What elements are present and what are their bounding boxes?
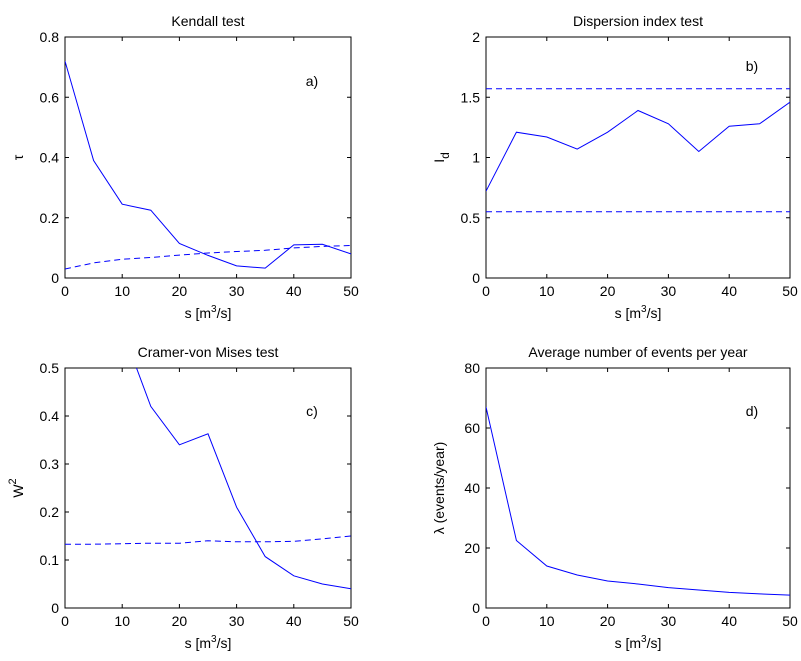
series-line-dashed: [65, 535, 351, 545]
y-tick-label: 1: [472, 150, 480, 166]
y-tick-label: 0.4: [40, 150, 60, 166]
panel-3: 0 10 20 30 40 50 0 20 40 60 80 Average number of ev…: [431, 344, 798, 651]
x-tick-label: 50: [343, 283, 359, 299]
x-tick-label: 50: [782, 613, 798, 629]
panel-annotation: b): [746, 58, 758, 74]
y-tick-label: 0.5: [40, 360, 60, 376]
panel-0: 0 10 20 30 40 50 0 0.2 0.4 0.6 0.8 Kendall test s [m…: [10, 13, 359, 321]
y-tick-label: 0.6: [40, 89, 60, 105]
y-tick-label: 0.8: [40, 29, 60, 45]
y-tick-label: 0.3: [40, 456, 60, 472]
x-tick-label: 40: [721, 283, 737, 299]
series-line-solid: [486, 101, 790, 192]
y-tick-label: 40: [464, 480, 480, 496]
x-tick-label: 30: [661, 613, 677, 629]
series-line-solid: [65, 60, 351, 269]
x-tick-label: 20: [172, 613, 188, 629]
y-tick-label: 0.1: [40, 552, 60, 568]
panel-annotation: d): [746, 403, 758, 419]
y-tick-label: 0: [51, 270, 59, 286]
x-tick-label: 10: [539, 283, 555, 299]
x-tick-label: 40: [286, 613, 302, 629]
x-tick-label: 10: [114, 283, 130, 299]
y-tick-label: 0: [472, 270, 480, 286]
plot-area-1: [485, 36, 791, 279]
y-tick-label: 0.2: [40, 504, 60, 520]
y-tick-label: 0.2: [40, 210, 60, 226]
y-axis-label: Id: [431, 152, 452, 163]
x-tick-label: 40: [721, 613, 737, 629]
x-axis-label: s [m3/s]: [615, 304, 662, 321]
x-axis-label: s [m3/s]: [615, 634, 662, 651]
chart-title: Average number of events per year: [528, 344, 748, 360]
panel-1: 0 10 20 30 40 50 0 0.5 1 1.5 2 Dispersion index tes…: [431, 13, 798, 321]
x-tick-label: 20: [172, 283, 188, 299]
y-tick-label: 1.5: [461, 89, 481, 105]
x-tick-label: 40: [286, 283, 302, 299]
chart-title: Kendall test: [171, 13, 244, 29]
x-tick-label: 0: [61, 613, 69, 629]
chart-title: Cramer-von Mises test: [138, 344, 279, 360]
y-tick-label: 2: [472, 29, 480, 45]
x-tick-label: 30: [661, 283, 677, 299]
y-tick-label: 0: [472, 600, 480, 616]
y-tick-label: 0.5: [461, 210, 481, 226]
panel-annotation: a): [306, 73, 318, 89]
series-line-dashed: [65, 245, 351, 270]
plot-area-3: [485, 367, 791, 609]
y-axis-label: τ: [10, 154, 26, 160]
y-tick-label: 0: [51, 600, 59, 616]
panel-2: 0 10 20 30 40 50 0 0.1 0.2 0.3 0.4 0.5 Cramer-von Mi…: [7, 344, 359, 651]
x-axis-label: s [m3/s]: [185, 634, 232, 651]
x-tick-label: 50: [782, 283, 798, 299]
series-line-solid: [136, 368, 351, 590]
y-tick-label: 20: [464, 540, 480, 556]
x-tick-label: 20: [600, 613, 616, 629]
x-tick-label: 10: [114, 613, 130, 629]
x-tick-label: 30: [229, 613, 245, 629]
x-tick-label: 0: [482, 283, 490, 299]
x-tick-label: 20: [600, 283, 616, 299]
x-axis-label: s [m3/s]: [185, 304, 232, 321]
plot-area-0: [64, 36, 352, 279]
series-line-solid: [486, 406, 790, 596]
y-tick-label: 60: [464, 420, 480, 436]
panel-annotation: c): [306, 403, 318, 419]
x-tick-label: 30: [229, 283, 245, 299]
x-tick-label: 50: [343, 613, 359, 629]
plot-area-2: [64, 367, 352, 609]
chart-title: Dispersion index test: [573, 13, 703, 29]
x-tick-label: 0: [61, 283, 69, 299]
y-tick-label: 0.4: [40, 408, 60, 424]
x-tick-label: 10: [539, 613, 555, 629]
y-tick-label: 80: [464, 360, 480, 376]
x-tick-label: 0: [482, 613, 490, 629]
y-axis-label: λ (events/year): [431, 442, 447, 535]
y-axis-label: W2: [7, 478, 26, 497]
